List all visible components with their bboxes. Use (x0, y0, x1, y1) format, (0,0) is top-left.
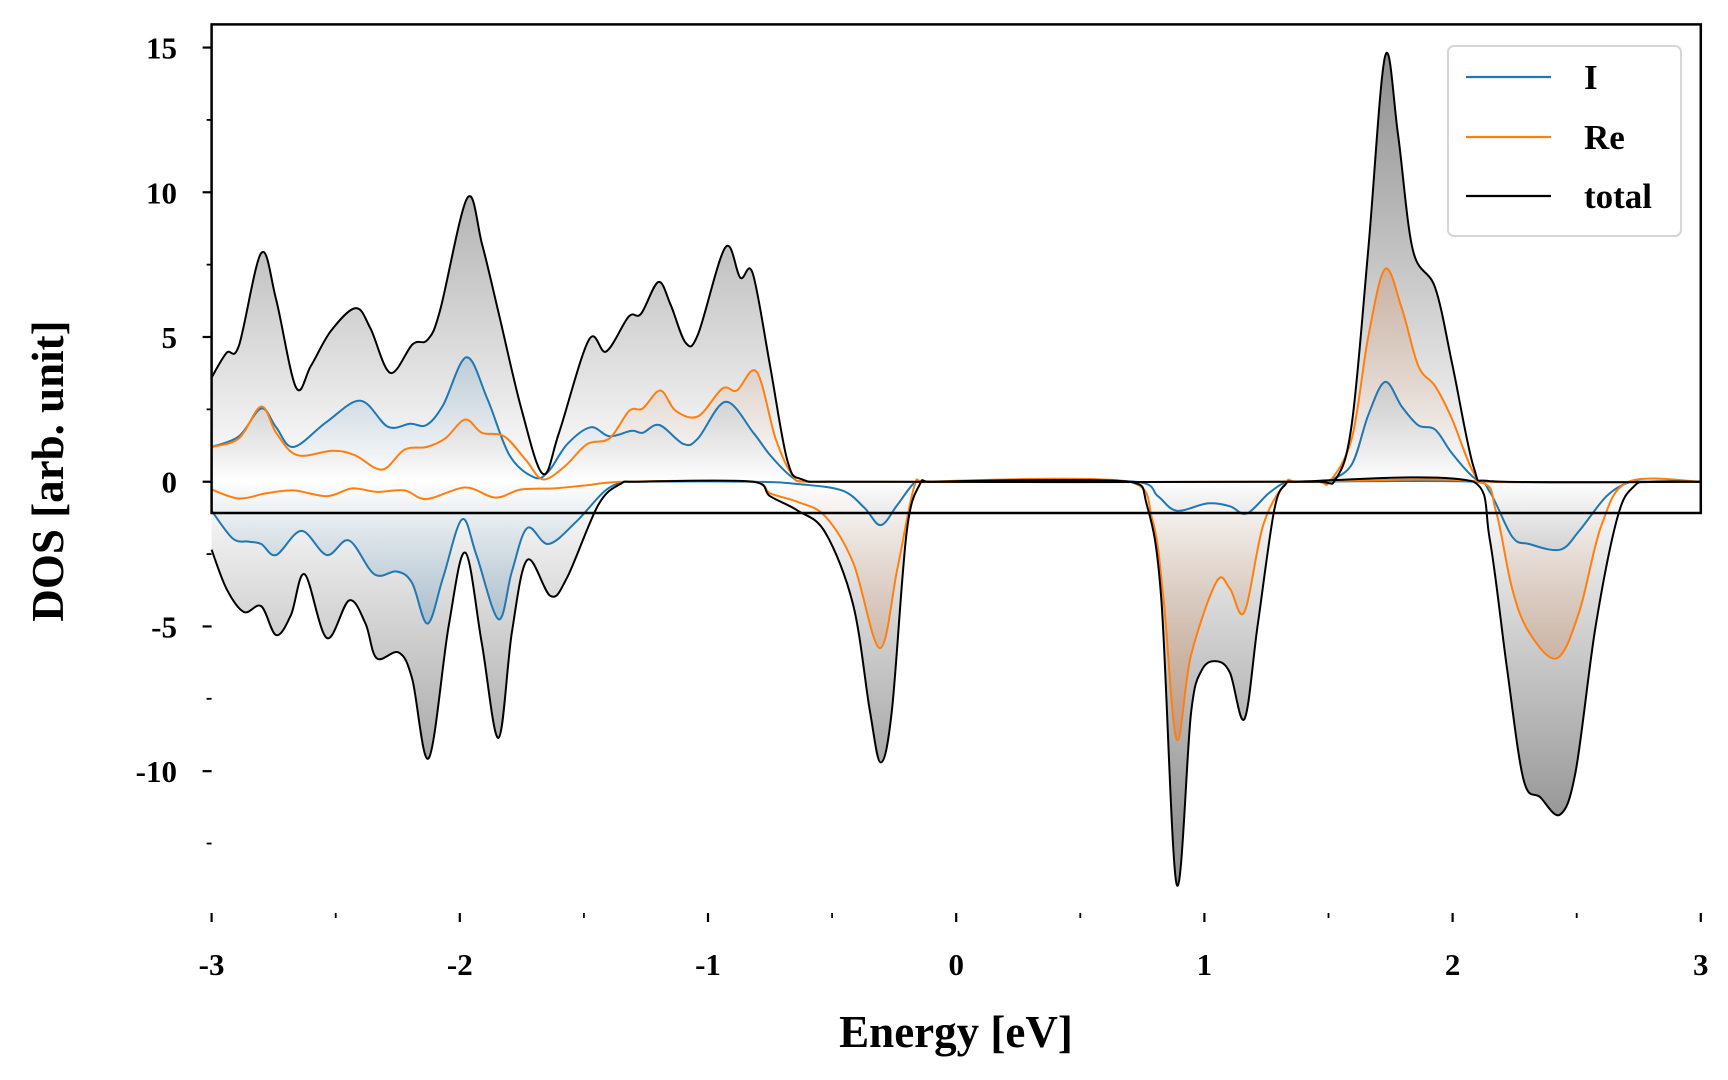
Re-down-line (211, 477, 1701, 742)
I-down-fill (211, 480, 1701, 624)
series-lines (210, 51, 1701, 887)
x-axis-label: Energy [eV] (839, 1007, 1073, 1057)
Re-up-line (211, 267, 1701, 486)
total-up-fill (211, 52, 1701, 484)
legend-box (1447, 45, 1682, 237)
y-tick-label: -5 (151, 609, 177, 644)
x-tick-label: 1 (1197, 947, 1213, 982)
x-tick-label: 0 (948, 947, 964, 982)
I-up-line (211, 356, 1701, 484)
legend-label-I: I (1584, 58, 1598, 97)
x-tick-label: -3 (199, 947, 225, 982)
y-axis-label: DOS [arb. unit] (23, 320, 73, 621)
legend-label-Re: Re (1584, 118, 1625, 157)
legend: I Re total (1447, 45, 1682, 237)
y-tick-label: 0 (162, 465, 178, 500)
x-tick-label: 3 (1693, 947, 1709, 982)
y-tick-label: 15 (146, 31, 177, 66)
y-tick-label: 10 (146, 175, 177, 210)
total-up-line (210, 51, 1701, 485)
Re-down-fill (211, 478, 1701, 741)
y-tick-label: -10 (136, 754, 177, 789)
area-fills (211, 52, 1701, 886)
Re-up-fill (211, 268, 1701, 485)
x-tick-label: -1 (695, 947, 721, 982)
plot-frame (210, 23, 1703, 515)
total-down-line (210, 476, 1701, 887)
y-tick-label: 5 (162, 320, 178, 355)
legend-label-total: total (1584, 177, 1652, 216)
x-tick-label: -2 (447, 947, 473, 982)
x-tick-label: 2 (1445, 947, 1461, 982)
